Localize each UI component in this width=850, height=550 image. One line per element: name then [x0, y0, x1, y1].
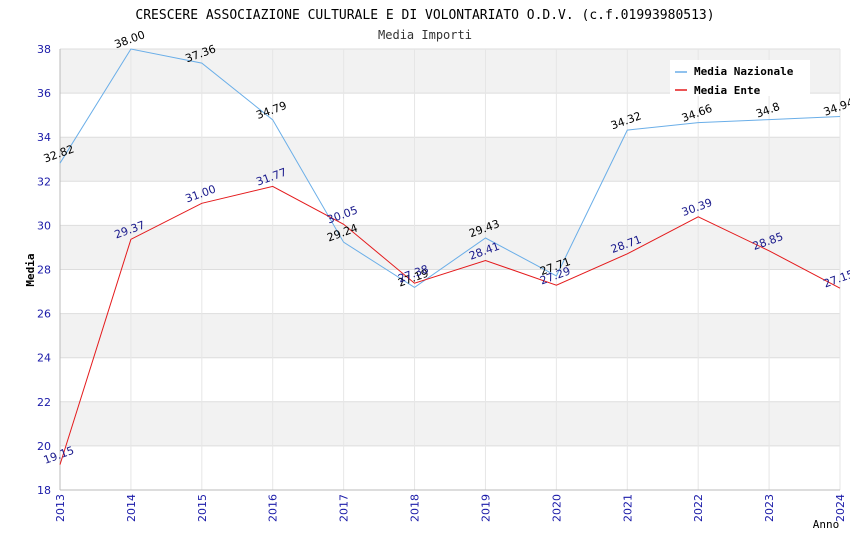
- y-tick-label: 30: [37, 219, 51, 232]
- y-tick-labels: 18 20 22 24 26 28 30 32 34 36 38: [37, 43, 51, 497]
- plot-band: [60, 181, 840, 226]
- x-tick-label: 2014: [125, 494, 138, 522]
- legend-label-entity: Media Ente: [694, 84, 761, 97]
- y-tick-label: 20: [37, 440, 51, 453]
- legend: Media Nazionale Media Ente: [670, 60, 810, 97]
- plot-band: [60, 93, 840, 138]
- x-tick-label: 2024: [834, 494, 847, 522]
- y-tick-label: 18: [37, 484, 51, 497]
- x-tick-label: 2023: [763, 494, 776, 522]
- x-tick-label: 2015: [196, 494, 209, 522]
- x-tick-label: 2018: [409, 494, 422, 522]
- x-tick-label: 2022: [692, 494, 705, 522]
- data-label: 38.00: [113, 28, 147, 51]
- plot-bands: [60, 49, 840, 490]
- x-tick-label: 2016: [267, 494, 280, 522]
- y-tick-label: 26: [37, 308, 51, 321]
- plot-band: [60, 137, 840, 182]
- y-tick-label: 32: [37, 175, 51, 188]
- series-lines: [59, 48, 841, 465]
- plot-band: [60, 357, 840, 402]
- series-line-national: [59, 48, 841, 289]
- series-line-entity: [59, 185, 841, 465]
- plot-band: [60, 401, 840, 446]
- plot-band: [60, 269, 840, 314]
- plot-band: [60, 313, 840, 358]
- y-tick-label: 24: [37, 352, 51, 365]
- x-axis-label: Anno: [813, 518, 840, 531]
- x-tick-label: 2013: [54, 494, 67, 522]
- x-tick-label: 2021: [621, 494, 634, 522]
- chart-subtitle: Media Importi: [378, 28, 472, 42]
- legend-box: [670, 60, 810, 96]
- chart-title: CRESCERE ASSOCIAZIONE CULTURALE E DI VOL…: [135, 8, 714, 23]
- y-tick-label: 38: [37, 43, 51, 56]
- x-tick-label: 2017: [338, 494, 351, 522]
- x-tick-label: 2020: [550, 494, 563, 522]
- x-tick-label: 2019: [479, 494, 492, 522]
- y-tick-label: 34: [37, 131, 51, 144]
- x-tick-labels: 2013 2014 2015 2016 2017 2018 2019 2020 2021 2022…: [54, 494, 847, 522]
- legend-label-national: Media Nazionale: [694, 65, 794, 78]
- plot-band: [60, 445, 840, 490]
- y-tick-label: 28: [37, 264, 51, 277]
- y-tick-label: 36: [37, 87, 51, 100]
- y-tick-label: 22: [37, 396, 51, 409]
- y-axis-label: Media: [24, 253, 37, 286]
